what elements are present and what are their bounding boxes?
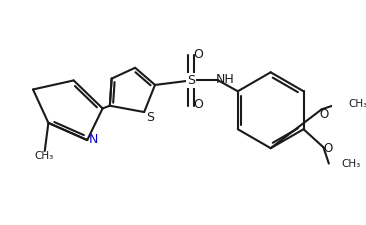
Text: S: S <box>187 74 195 87</box>
Text: O: O <box>194 98 203 111</box>
Text: S: S <box>146 111 154 124</box>
Text: NH: NH <box>216 73 235 86</box>
Text: O: O <box>320 108 329 121</box>
Text: CH₃: CH₃ <box>349 99 366 109</box>
Text: CH₃: CH₃ <box>34 151 53 161</box>
Text: CH₃: CH₃ <box>341 159 361 169</box>
Text: N: N <box>89 133 98 146</box>
Text: O: O <box>323 142 333 155</box>
Text: O: O <box>194 48 203 61</box>
Text: S: S <box>187 74 195 87</box>
